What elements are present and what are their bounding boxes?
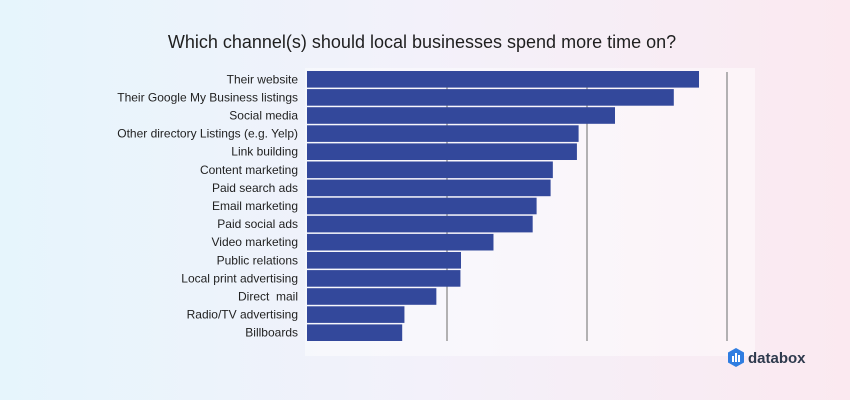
brand-logo: databox: [728, 348, 806, 367]
bar: [307, 71, 699, 88]
bar: [307, 215, 533, 233]
bars: [307, 71, 699, 341]
bar: [307, 197, 537, 215]
category-labels: Their website Their Google My Business li…: [117, 72, 298, 339]
bar: [307, 252, 461, 269]
brand-name: databox: [748, 350, 806, 367]
bar: [307, 324, 403, 341]
category-label: Video marketing: [212, 235, 299, 249]
bar: [307, 233, 494, 251]
category-label: Radio/TV advertising: [187, 308, 298, 322]
category-label: Email marketing: [212, 199, 298, 213]
bar: [307, 306, 405, 323]
category-label: Local print advertising: [181, 271, 298, 285]
bar: [307, 179, 551, 197]
category-label: Other directory Listings (e.g. Yelp): [117, 127, 298, 141]
bar: [307, 161, 553, 179]
category-label: Paid social ads: [217, 217, 298, 231]
category-label: Their Google My Business listings: [117, 90, 298, 104]
bar: [307, 107, 615, 124]
bar: [307, 125, 579, 142]
category-label: Link building: [231, 145, 298, 159]
bar: [307, 89, 674, 106]
chart-title: Which channel(s) should local businesses…: [168, 32, 676, 52]
category-label: Paid search ads: [212, 181, 298, 195]
databox-logo-icon: [728, 348, 744, 367]
category-label: Their website: [227, 72, 299, 86]
category-label: Public relations: [217, 253, 298, 267]
category-label: Direct mail: [238, 290, 298, 304]
bar: [307, 288, 437, 305]
category-label: Content marketing: [200, 163, 298, 177]
category-label: Social media: [229, 109, 298, 123]
bar: [307, 143, 577, 160]
bar: [307, 270, 461, 287]
category-label: Billboards: [245, 326, 298, 340]
